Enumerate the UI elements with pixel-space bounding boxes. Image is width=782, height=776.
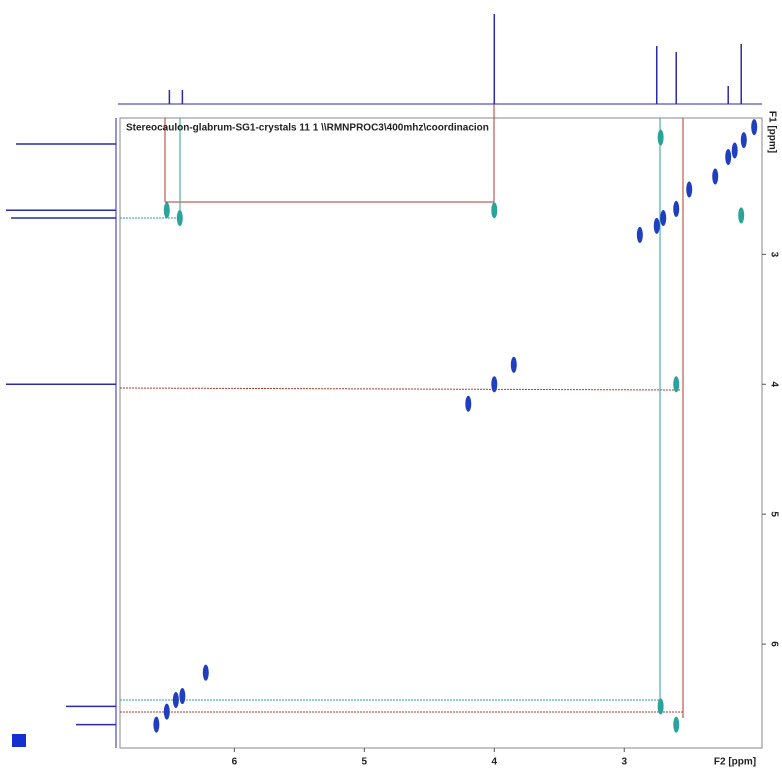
cross-peak	[510, 356, 517, 373]
cross-peak	[163, 202, 170, 219]
cross-peak	[163, 703, 170, 720]
cross-peak	[657, 698, 664, 715]
cross-peak	[725, 148, 732, 165]
cross-peak	[673, 716, 680, 733]
cross-peak	[202, 664, 209, 681]
cross-peak	[176, 210, 183, 227]
cross-peak	[636, 226, 643, 243]
guide-lines	[119, 104, 684, 718]
x-tick-label: 5	[362, 757, 368, 768]
cross-peak	[153, 716, 160, 733]
cross-peak	[491, 202, 498, 219]
cross-peak	[657, 129, 664, 146]
cross-peak	[673, 376, 680, 393]
x-tick-label: 6	[232, 757, 238, 768]
y-tick-label: 5	[768, 511, 779, 517]
x-axis-label: F2 [ppm]	[714, 757, 756, 768]
chart-title: Stereocaulon-glabrum-SG1-crystals 11 1 \…	[126, 123, 489, 134]
cross-peak	[491, 376, 498, 393]
cross-peak	[731, 142, 738, 159]
cross-peak	[751, 119, 758, 136]
cross-peak	[660, 210, 667, 227]
cross-peak	[740, 132, 747, 149]
y-tick-label: 4	[768, 382, 779, 388]
guide-line	[119, 387, 681, 391]
cross-peak	[465, 395, 472, 412]
x-tick-label: 4	[492, 757, 498, 768]
cross-peak	[712, 168, 719, 185]
cross-peak	[172, 691, 179, 708]
x-tick-label: 3	[621, 757, 627, 768]
cross-peak	[673, 200, 680, 217]
icon	[12, 734, 26, 747]
y-tick-label: 3	[768, 252, 779, 258]
cross-peak	[653, 217, 660, 234]
plot-frame	[119, 117, 763, 749]
y-axis-label: F1 [ppm]	[766, 111, 777, 153]
cross-peak	[738, 207, 745, 224]
cross-peak	[179, 688, 186, 705]
y-tick-label: 6	[768, 641, 779, 647]
cross-peak	[686, 181, 693, 198]
